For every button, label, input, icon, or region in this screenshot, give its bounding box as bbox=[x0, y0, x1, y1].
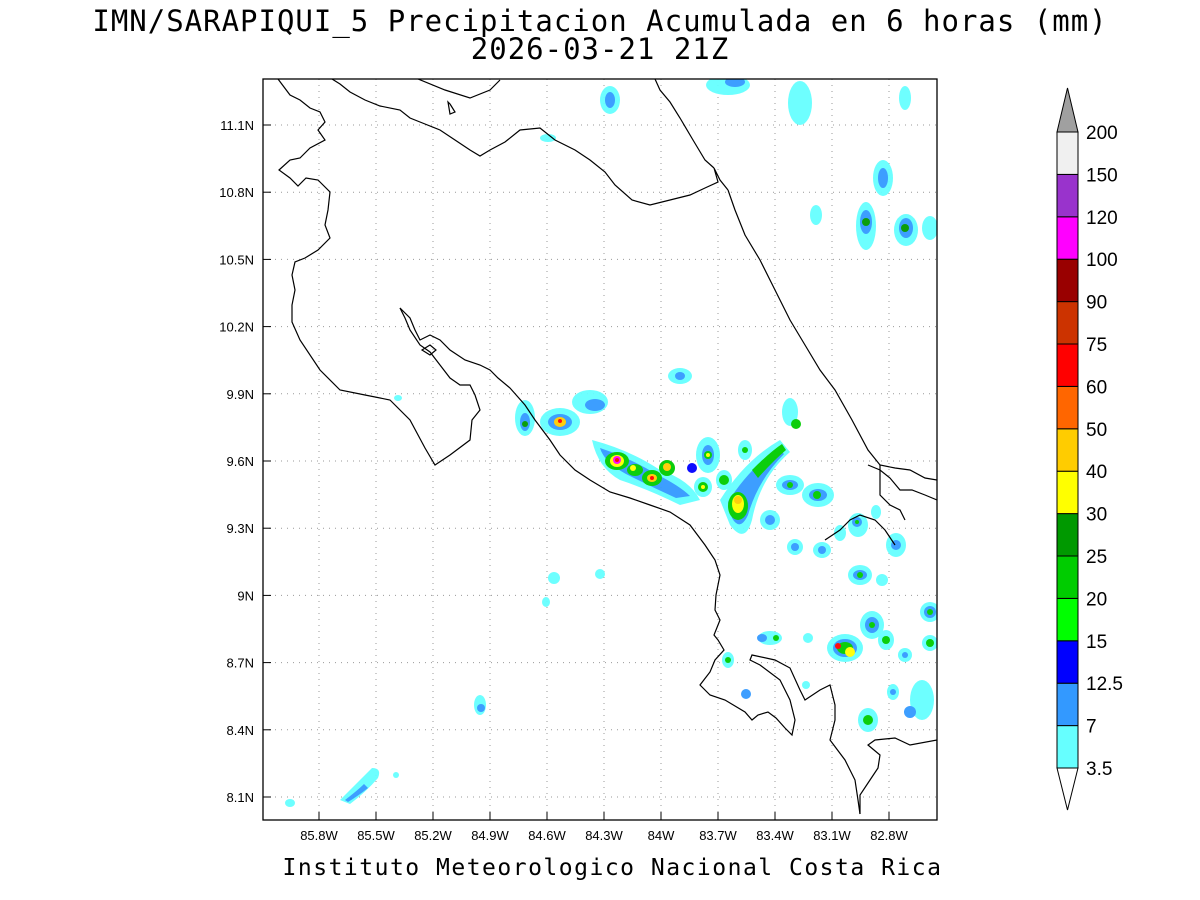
map-frame bbox=[262, 78, 938, 821]
lat-tick-label: 10.8N bbox=[219, 185, 254, 200]
legend-swatch bbox=[1056, 725, 1079, 769]
legend-label: 60 bbox=[1086, 377, 1107, 398]
lon-tick-label: 84.9W bbox=[471, 828, 509, 843]
lat-tick-label: 9.6N bbox=[227, 454, 254, 469]
longitude-axis: 85.8W 85.5W 85.2W 84.9W 84.6W 84.3W 84W 83.7W 83… bbox=[300, 812, 909, 843]
rain-blob-group bbox=[285, 79, 937, 807]
legend-swatch bbox=[1056, 216, 1079, 260]
legend-swatch bbox=[1056, 173, 1079, 218]
lat-tick-label: 11.1N bbox=[220, 118, 254, 133]
chart-subtitle-datetime: 2026-03-21 21Z bbox=[470, 32, 730, 66]
legend-label: 200 bbox=[1086, 123, 1118, 144]
legend-label: 100 bbox=[1086, 250, 1118, 271]
legend-underflow-arrow bbox=[1056, 767, 1079, 811]
legend-swatch bbox=[1056, 640, 1079, 684]
lon-tick-label: 83.7W bbox=[699, 828, 737, 843]
legend-label: 150 bbox=[1086, 165, 1118, 186]
legend-overflow-arrow bbox=[1056, 87, 1079, 133]
lon-tick-label: 85.5W bbox=[357, 828, 395, 843]
legend-swatch bbox=[1056, 597, 1079, 642]
coastline-borders bbox=[277, 79, 937, 815]
lon-tick-label: 85.8W bbox=[300, 828, 338, 843]
legend-label: 20 bbox=[1086, 589, 1107, 610]
legend-swatch bbox=[1056, 301, 1079, 345]
legend-swatch bbox=[1056, 555, 1079, 599]
legend-swatch bbox=[1056, 258, 1079, 303]
latitude-axis: 8.1N 8.4N 8.7N 9N 9.3N 9.6N 9.9N 10.2N 10.5N 10.8… bbox=[219, 118, 271, 805]
legend-swatch bbox=[1056, 682, 1079, 727]
legend-label: 40 bbox=[1086, 462, 1107, 483]
legend-label: 25 bbox=[1086, 547, 1107, 568]
lat-tick-label: 8.7N bbox=[227, 656, 254, 671]
legend-label: 75 bbox=[1086, 335, 1107, 356]
legend-label: 3.5 bbox=[1086, 759, 1112, 780]
legend-label: 50 bbox=[1086, 420, 1107, 441]
lat-tick-label: 10.2N bbox=[219, 320, 254, 335]
legend-label: 12.5 bbox=[1086, 674, 1123, 695]
lon-tick-label: 83.4W bbox=[756, 828, 794, 843]
legend-label: 90 bbox=[1086, 293, 1107, 314]
lon-tick-label: 84W bbox=[648, 828, 675, 843]
legend-label: 15 bbox=[1086, 632, 1107, 653]
lat-tick-label: 10.5N bbox=[219, 252, 254, 267]
lat-tick-label: 8.4N bbox=[227, 723, 254, 738]
lon-tick-label: 85.2W bbox=[414, 828, 452, 843]
legend-swatch bbox=[1056, 343, 1079, 387]
lat-tick-label: 9N bbox=[237, 588, 254, 603]
legend-label: 30 bbox=[1086, 505, 1107, 526]
legend-label: 120 bbox=[1086, 208, 1118, 229]
legend-swatch bbox=[1056, 428, 1079, 472]
legend-swatch bbox=[1056, 131, 1079, 175]
lat-tick-label: 9.3N bbox=[227, 521, 254, 536]
lat-tick-label: 9.9N bbox=[227, 387, 254, 402]
lon-tick-label: 84.6W bbox=[528, 828, 566, 843]
lon-tick-label: 82.8W bbox=[870, 828, 908, 843]
lat-tick-label: 8.1N bbox=[227, 790, 254, 805]
legend-swatch bbox=[1056, 385, 1079, 430]
legend-label: 7 bbox=[1086, 717, 1097, 738]
footer-credit: Instituto Meteorologico Nacional Costa R… bbox=[282, 855, 943, 881]
chart-title: IMN/SARAPIQUI_5 Precipitacion Acumulada … bbox=[92, 4, 1108, 38]
legend-swatch bbox=[1056, 513, 1079, 557]
lon-tick-label: 84.3W bbox=[585, 828, 623, 843]
lon-tick-label: 83.1W bbox=[813, 828, 851, 843]
legend-swatch bbox=[1056, 470, 1079, 515]
precipitation-field bbox=[277, 79, 937, 815]
